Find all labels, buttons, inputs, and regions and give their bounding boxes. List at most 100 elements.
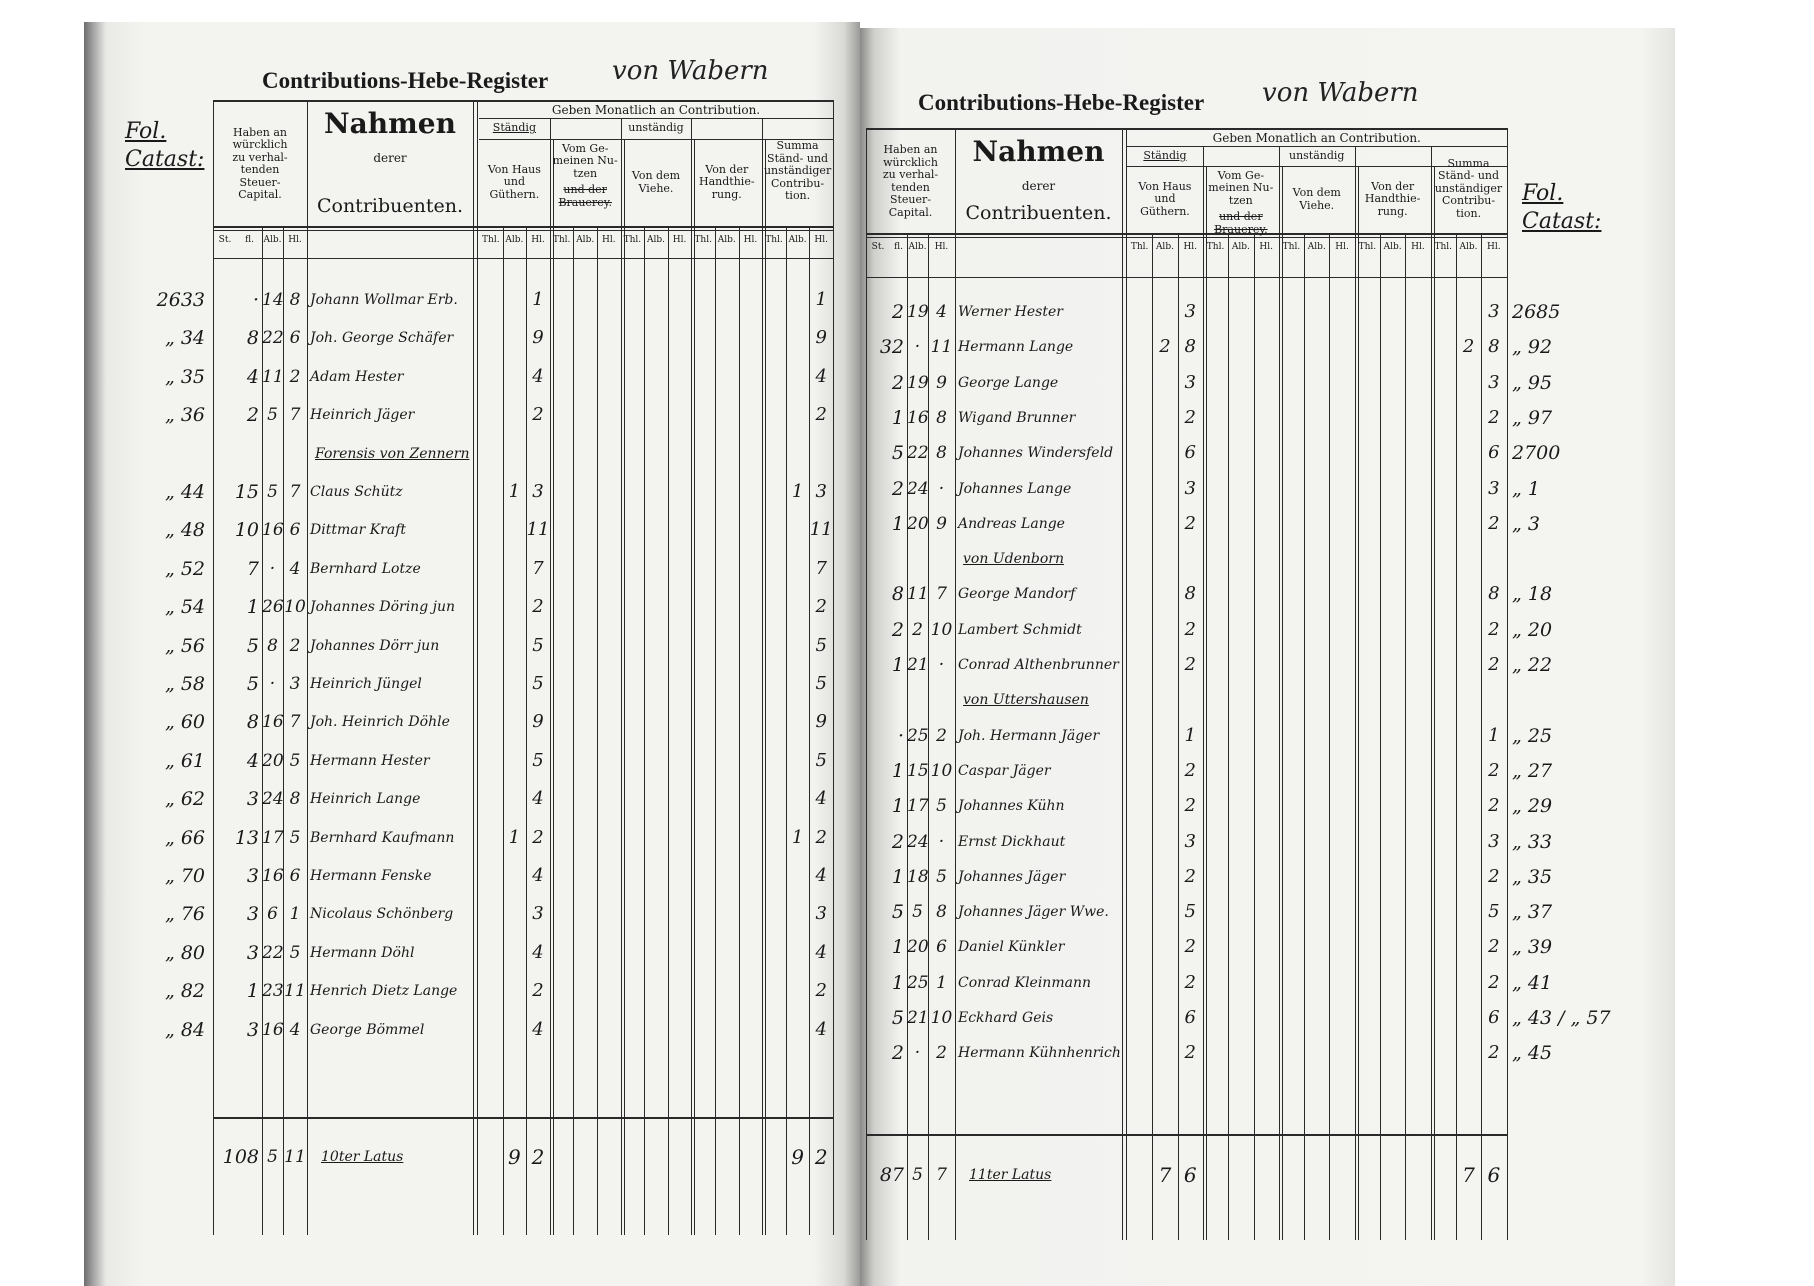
contributor-name: Eckhard Geis	[958, 1010, 1054, 1026]
rule-line	[1205, 166, 1207, 1240]
von-haus-amount: 5	[1184, 901, 1196, 923]
unit-money: Thl.	[552, 235, 571, 245]
unit-money: Thl.	[765, 235, 783, 245]
viehe-header: Von dem Viehe.	[1292, 186, 1341, 212]
rule-line	[866, 237, 1507, 238]
von-haus-amount	[1127, 933, 1152, 961]
contributor-name: Bernhard Kaufmann	[310, 829, 455, 846]
unit-money: Hl.	[1183, 242, 1198, 252]
rule-line	[549, 118, 551, 1235]
capital-st: 5	[246, 634, 259, 657]
capital-hl: 5	[936, 796, 947, 817]
fol-catast-number: „ 61	[164, 749, 205, 772]
capital-st: 2	[891, 301, 904, 323]
von-haus-amount: 3	[1184, 371, 1196, 393]
summa-amount	[1431, 651, 1456, 679]
capital-hl: 6	[936, 937, 947, 958]
rule-line	[1152, 233, 1154, 1240]
summa-amount: 3	[1488, 301, 1500, 322]
rule-line	[809, 226, 811, 1235]
capital-hl: 8	[936, 407, 947, 428]
von-haus-amount	[479, 977, 503, 1005]
capital-alb: 26	[262, 597, 284, 618]
capital-st: 4	[246, 365, 259, 388]
von-haus-amount: 3	[1184, 301, 1196, 322]
von-haus-amount	[479, 286, 503, 314]
capital-alb: 18	[907, 866, 929, 887]
capital-hl: 5	[289, 750, 301, 771]
unit-money: Hl.	[602, 235, 616, 245]
summa-amount: 5	[1488, 901, 1500, 923]
capital-st: 1	[891, 936, 904, 959]
contributor-name: Nicolaus Schönberg	[310, 906, 454, 923]
contributor-name: Claus Schütz	[310, 484, 403, 500]
unit-hl: Hl.	[288, 235, 302, 245]
capital-hl: 1	[936, 972, 947, 993]
register-title: Contributions-Hebe-Register	[918, 90, 1205, 115]
capital-hl: 11	[930, 337, 953, 358]
summa-amount	[786, 747, 810, 775]
von-haus-amount: 4	[532, 788, 544, 810]
summa-amount	[786, 555, 810, 583]
rule-line	[262, 226, 263, 1235]
summa-amount: 3	[1488, 830, 1500, 852]
summa-amount	[1456, 298, 1481, 326]
rule-line	[1430, 146, 1432, 1240]
summa-amount	[786, 862, 810, 890]
summa-amount: 2	[815, 826, 827, 848]
summa-amount	[1456, 863, 1481, 891]
von-haus-amount	[503, 593, 527, 621]
capital-hl: 8	[936, 902, 947, 923]
capital-hl: 5	[289, 827, 301, 848]
total-summa: 9	[791, 1145, 804, 1169]
fol-catast-number: „ 3	[1512, 512, 1540, 535]
von-haus-amount	[503, 555, 527, 583]
unit-money: Hl.	[1335, 242, 1349, 252]
von-haus-amount	[479, 516, 503, 544]
von-haus-amount	[1152, 580, 1177, 608]
contributor-name: Andreas Lange	[958, 515, 1065, 532]
summa-amount	[1431, 722, 1456, 750]
von-haus-amount: 9	[532, 327, 544, 349]
von-haus-amount: 2	[1184, 1042, 1196, 1064]
fol-catast-number: „ 48	[164, 519, 205, 542]
rule-line	[762, 118, 764, 1235]
fol-catast-number: „ 70	[164, 865, 205, 887]
contributor-name: Johannes Jäger Wwe.	[958, 904, 1109, 921]
rule-line	[866, 1134, 1507, 1136]
summa-amount: 2	[1462, 336, 1475, 358]
capital-hl: 5	[289, 942, 301, 963]
von-haus-amount: 4	[532, 865, 544, 886]
unit-money: Alb.	[1155, 242, 1174, 252]
von-haus-amount: 4	[532, 941, 544, 963]
von-haus-amount	[1127, 616, 1152, 644]
von-haus-amount	[1152, 369, 1177, 397]
capital-alb: 24	[907, 831, 929, 852]
von-haus-amount: 5	[532, 673, 544, 694]
capital-alb: 25	[907, 725, 929, 746]
unit-hl: Hl.	[934, 242, 949, 252]
von-haus-amount: 4	[532, 365, 544, 387]
rule-line	[765, 139, 767, 1235]
rule-line	[213, 258, 833, 259]
capital-alb: 11	[262, 366, 284, 387]
summa-amount	[786, 632, 810, 660]
capital-hl: 4	[289, 1019, 301, 1040]
von-haus-amount	[1127, 722, 1152, 750]
summa-amount	[786, 401, 810, 429]
contributor-name: Daniel Künkler	[958, 939, 1065, 956]
capital-hl: 7	[936, 584, 947, 605]
summa-amount: 2	[1488, 654, 1500, 675]
rule-line	[907, 233, 908, 1240]
unit-money: Alb.	[646, 235, 665, 245]
capital-hl: 10	[930, 619, 953, 640]
rule-line	[866, 128, 1507, 130]
von-haus-amount: 2	[1159, 336, 1171, 358]
fol-catast-number: „ 44	[164, 481, 205, 503]
summa-amount	[1456, 439, 1481, 467]
von-haus-amount	[1152, 863, 1177, 891]
summa-amount	[1431, 298, 1456, 326]
rule-line	[597, 226, 598, 1235]
contributor-name: Henrich Dietz Lange	[310, 983, 458, 1000]
summa-amount	[786, 286, 810, 314]
